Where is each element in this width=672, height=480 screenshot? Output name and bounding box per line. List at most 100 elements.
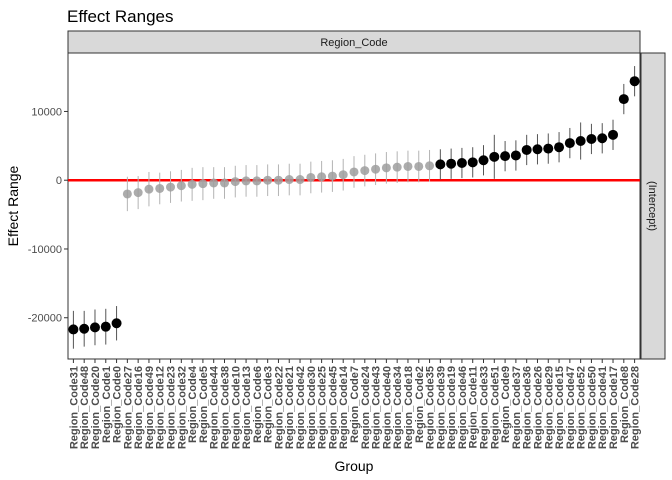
x-tick-label: Region_Code4 — [187, 365, 199, 443]
x-tick-label: Region_Code18 — [403, 366, 415, 449]
data-point — [263, 175, 273, 185]
x-tick-label: Region_Code29 — [543, 366, 555, 449]
data-point — [564, 138, 575, 149]
data-point — [575, 136, 586, 147]
y-tick-label: 10000 — [31, 106, 62, 118]
x-tick-label: Region_Code37 — [511, 366, 523, 449]
x-tick-label: Region_Code9 — [500, 366, 512, 443]
data-point — [219, 178, 229, 188]
x-tick-label: Region_Code1 — [101, 366, 113, 443]
data-point — [500, 151, 511, 162]
x-tick-label: Region_Code30 — [306, 366, 318, 449]
data-point — [252, 176, 262, 186]
data-point — [554, 142, 565, 153]
x-tick-label: Region_Code44 — [209, 365, 221, 449]
x-tick-label: Region_Code34 — [392, 365, 404, 449]
data-point — [371, 164, 381, 174]
x-tick-label: Region_Code38 — [219, 366, 231, 449]
data-point — [425, 161, 435, 171]
x-tick-label: Region_Code7 — [349, 366, 361, 443]
x-tick-label: Region_Code50 — [586, 366, 598, 449]
x-tick-label: Region_Code33 — [479, 366, 491, 449]
x-tick-label: Region_Code24 — [360, 365, 372, 449]
data-point — [608, 129, 619, 140]
x-tick-label: Region_Code52 — [576, 366, 588, 449]
data-point — [295, 175, 305, 185]
y-tick-label: -20000 — [28, 313, 62, 325]
y-tick-label: 0 — [56, 175, 62, 187]
x-tick-label: Region_Code39 — [435, 366, 447, 449]
facet-strip-right-label: (Intercept) — [646, 181, 658, 231]
data-point — [79, 323, 90, 334]
data-point — [89, 322, 100, 333]
x-tick-label: Region_Code14 — [338, 365, 350, 449]
x-tick-label: Region_Code27 — [122, 366, 134, 449]
x-tick-label: Region_Code41 — [597, 366, 609, 449]
data-point — [586, 133, 597, 144]
data-point — [414, 161, 424, 171]
x-tick-label: Region_Code22 — [273, 366, 285, 449]
chart-title: Effect Ranges — [67, 7, 173, 26]
data-point — [510, 150, 521, 161]
data-point — [360, 166, 370, 176]
data-point — [144, 184, 154, 194]
data-point — [435, 159, 446, 170]
x-tick-label: Region_Code35 — [425, 366, 437, 449]
data-point — [198, 179, 208, 189]
x-tick-label: Region_Code42 — [295, 366, 307, 449]
x-tick-label: Region_Code46 — [457, 366, 469, 449]
y-axis-title: Effect Range — [5, 165, 21, 246]
data-point — [403, 161, 413, 171]
data-point — [209, 178, 219, 188]
x-tick-label: Region_Code26 — [532, 366, 544, 449]
data-point — [532, 144, 543, 155]
x-tick-label: Region_Code28 — [630, 366, 642, 449]
data-point — [166, 182, 176, 192]
data-point — [597, 133, 608, 144]
x-tick-label: Region_Code8 — [619, 366, 631, 443]
data-point — [100, 321, 111, 332]
data-point — [133, 188, 143, 198]
data-point — [629, 76, 640, 87]
x-axis-title: Group — [335, 458, 374, 474]
data-point — [338, 170, 348, 180]
x-tick-label: Region_Code6 — [252, 366, 264, 443]
x-tick-label: Region_Code43 — [371, 366, 383, 449]
x-tick-label: Region_Code21 — [284, 366, 296, 449]
x-tick-label: Region_Code15 — [554, 366, 566, 449]
data-point — [349, 167, 359, 177]
data-point — [155, 183, 165, 193]
data-point — [176, 181, 186, 191]
x-tick-label: Region_Code13 — [241, 366, 253, 449]
x-tick-label: Region_Code40 — [381, 366, 393, 449]
data-point — [618, 94, 629, 105]
x-tick-label: Region_Code0 — [112, 366, 124, 443]
data-point — [306, 172, 316, 182]
data-point — [446, 158, 457, 169]
data-point — [241, 176, 251, 186]
x-tick-label: Region_Code19 — [446, 366, 458, 449]
data-points — [68, 76, 640, 335]
plot-panel — [67, 52, 641, 360]
data-point — [381, 163, 391, 173]
x-tick-label: Region_Code23 — [166, 366, 178, 449]
data-point — [456, 158, 467, 169]
x-tick-label: Region_Code47 — [565, 366, 577, 449]
data-point — [478, 155, 489, 166]
data-point — [68, 324, 79, 335]
x-tick-label: Region_Code11 — [468, 366, 480, 449]
y-tick-label: -10000 — [28, 244, 62, 256]
data-point — [111, 318, 122, 329]
x-tick-label: Region_Code10 — [230, 366, 242, 449]
data-point — [392, 162, 402, 172]
x-tick-label: Region_Code25 — [317, 366, 329, 449]
x-tick-label: Region_Code45 — [327, 366, 339, 449]
x-tick-label: Region_Code32 — [176, 366, 188, 449]
x-tick-label: Region_Code2 — [414, 366, 426, 443]
x-tick-label: Region_Code31 — [68, 366, 80, 449]
x-tick-label: Region_Code16 — [133, 366, 145, 449]
y-axis: -20000 -10000 0 10000 — [28, 106, 68, 325]
facet-strip-right — [640, 52, 666, 360]
x-tick-label: Region_Code51 — [489, 366, 501, 449]
